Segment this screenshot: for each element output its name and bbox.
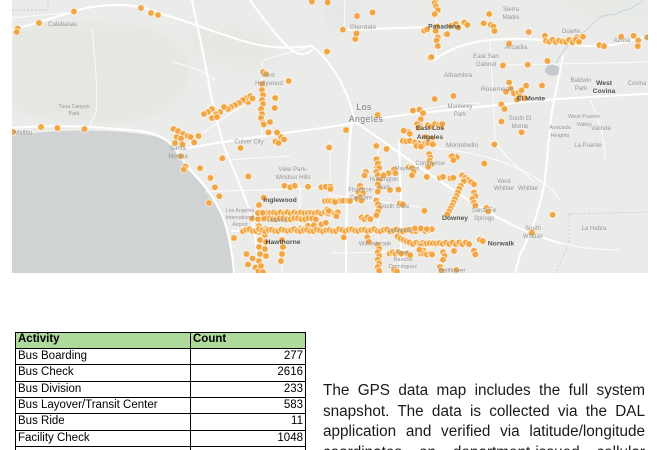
svg-text:Duarte: Duarte (562, 29, 581, 35)
svg-text:Los: Los (356, 102, 372, 112)
svg-text:Montebello: Montebello (446, 142, 479, 149)
svg-text:Monica: Monica (168, 154, 188, 160)
svg-text:Madre: Madre (502, 15, 520, 21)
svg-text:Arcadia: Arcadia (505, 44, 528, 51)
svg-text:Tuna Canyon: Tuna Canyon (59, 104, 90, 110)
svg-text:Santa Fe: Santa Fe (472, 208, 497, 214)
svg-text:Lennox: Lennox (267, 218, 287, 224)
svg-text:Hawthorne: Hawthorne (265, 239, 300, 246)
svg-text:Bellflower: Bellflower (439, 268, 466, 274)
svg-text:Rancho: Rancho (393, 257, 412, 263)
svg-text:Inglewood: Inglewood (263, 197, 297, 204)
svg-text:View Park-: View Park- (279, 167, 308, 173)
svg-text:Commerce: Commerce (415, 161, 445, 167)
svg-text:Huntington: Huntington (369, 177, 398, 183)
svg-text:Angeles: Angeles (349, 114, 384, 124)
svg-text:East Los: East Los (416, 125, 445, 132)
svg-text:Covina: Covina (593, 88, 616, 95)
svg-text:Hollywood: Hollywood (255, 81, 283, 87)
svg-text:Windsor Hills: Windsor Hills (275, 175, 310, 181)
svg-text:Lynwood: Lynwood (388, 228, 412, 234)
svg-text:Park: Park (69, 111, 80, 117)
svg-text:Pasadena: Pasadena (428, 24, 460, 31)
svg-text:Downey: Downey (442, 215, 468, 222)
svg-text:Park: Park (575, 86, 588, 92)
svg-text:Alhambra: Alhambra (444, 72, 473, 79)
svg-text:La Puente: La Puente (574, 143, 602, 149)
svg-text:South El: South El (509, 116, 532, 122)
svg-text:Graham: Graham (350, 196, 372, 202)
svg-text:Maywood: Maywood (395, 166, 419, 172)
svg-text:East: East (397, 250, 409, 256)
svg-text:El Monte: El Monte (517, 96, 546, 103)
svg-text:Springs: Springs (474, 216, 494, 222)
svg-text:Azusa: Azusa (614, 38, 631, 44)
svg-text:West: West (261, 73, 275, 79)
svg-text:Avocado: Avocado (549, 125, 571, 131)
svg-text:Dominguez: Dominguez (389, 264, 417, 270)
svg-text:Malibu: Malibu (14, 130, 33, 137)
svg-text:Valley: Valley (577, 122, 592, 128)
svg-text:Norwalk: Norwalk (488, 241, 515, 248)
svg-text:Monterey: Monterey (447, 104, 472, 110)
svg-text:Los Angeles: Los Angeles (226, 208, 255, 214)
svg-text:Park: Park (454, 112, 467, 118)
svg-text:Florence-: Florence- (348, 188, 373, 194)
svg-text:West: West (596, 80, 613, 87)
svg-text:Valinda: Valinda (591, 126, 611, 132)
svg-text:Baldwin: Baldwin (570, 78, 591, 84)
svg-text:Culver City: Culver City (234, 140, 263, 146)
svg-text:Whittier: Whittier (494, 186, 514, 192)
svg-text:West: West (497, 179, 511, 185)
svg-text:Covina: Covina (628, 81, 647, 87)
svg-text:Whittier: Whittier (518, 186, 538, 192)
svg-text:Heights: Heights (551, 133, 570, 139)
svg-text:West Puente: West Puente (568, 114, 600, 120)
svg-text:South Gate: South Gate (379, 204, 410, 210)
svg-text:Willowbrook: Willowbrook (359, 242, 392, 248)
svg-text:Glendale: Glendale (350, 24, 377, 31)
svg-text:Airport: Airport (232, 222, 248, 228)
svg-text:Rosemead: Rosemead (481, 86, 513, 93)
svg-text:Whittier: Whittier (523, 234, 543, 240)
svg-text:Gabriel: Gabriel (476, 61, 497, 68)
svg-text:East San: East San (473, 53, 499, 60)
svg-text:Calabasas: Calabasas (48, 21, 77, 28)
svg-text:International: International (226, 215, 255, 221)
svg-text:Angeles: Angeles (417, 134, 444, 141)
svg-text:Santa: Santa (170, 146, 186, 152)
svg-text:Gl: Gl (644, 36, 648, 42)
svg-text:Park: Park (378, 185, 391, 191)
svg-text:South: South (525, 226, 541, 232)
svg-text:La Habra: La Habra (582, 226, 607, 232)
svg-text:Sierra: Sierra (503, 7, 520, 13)
svg-text:Monte: Monte (512, 124, 529, 130)
